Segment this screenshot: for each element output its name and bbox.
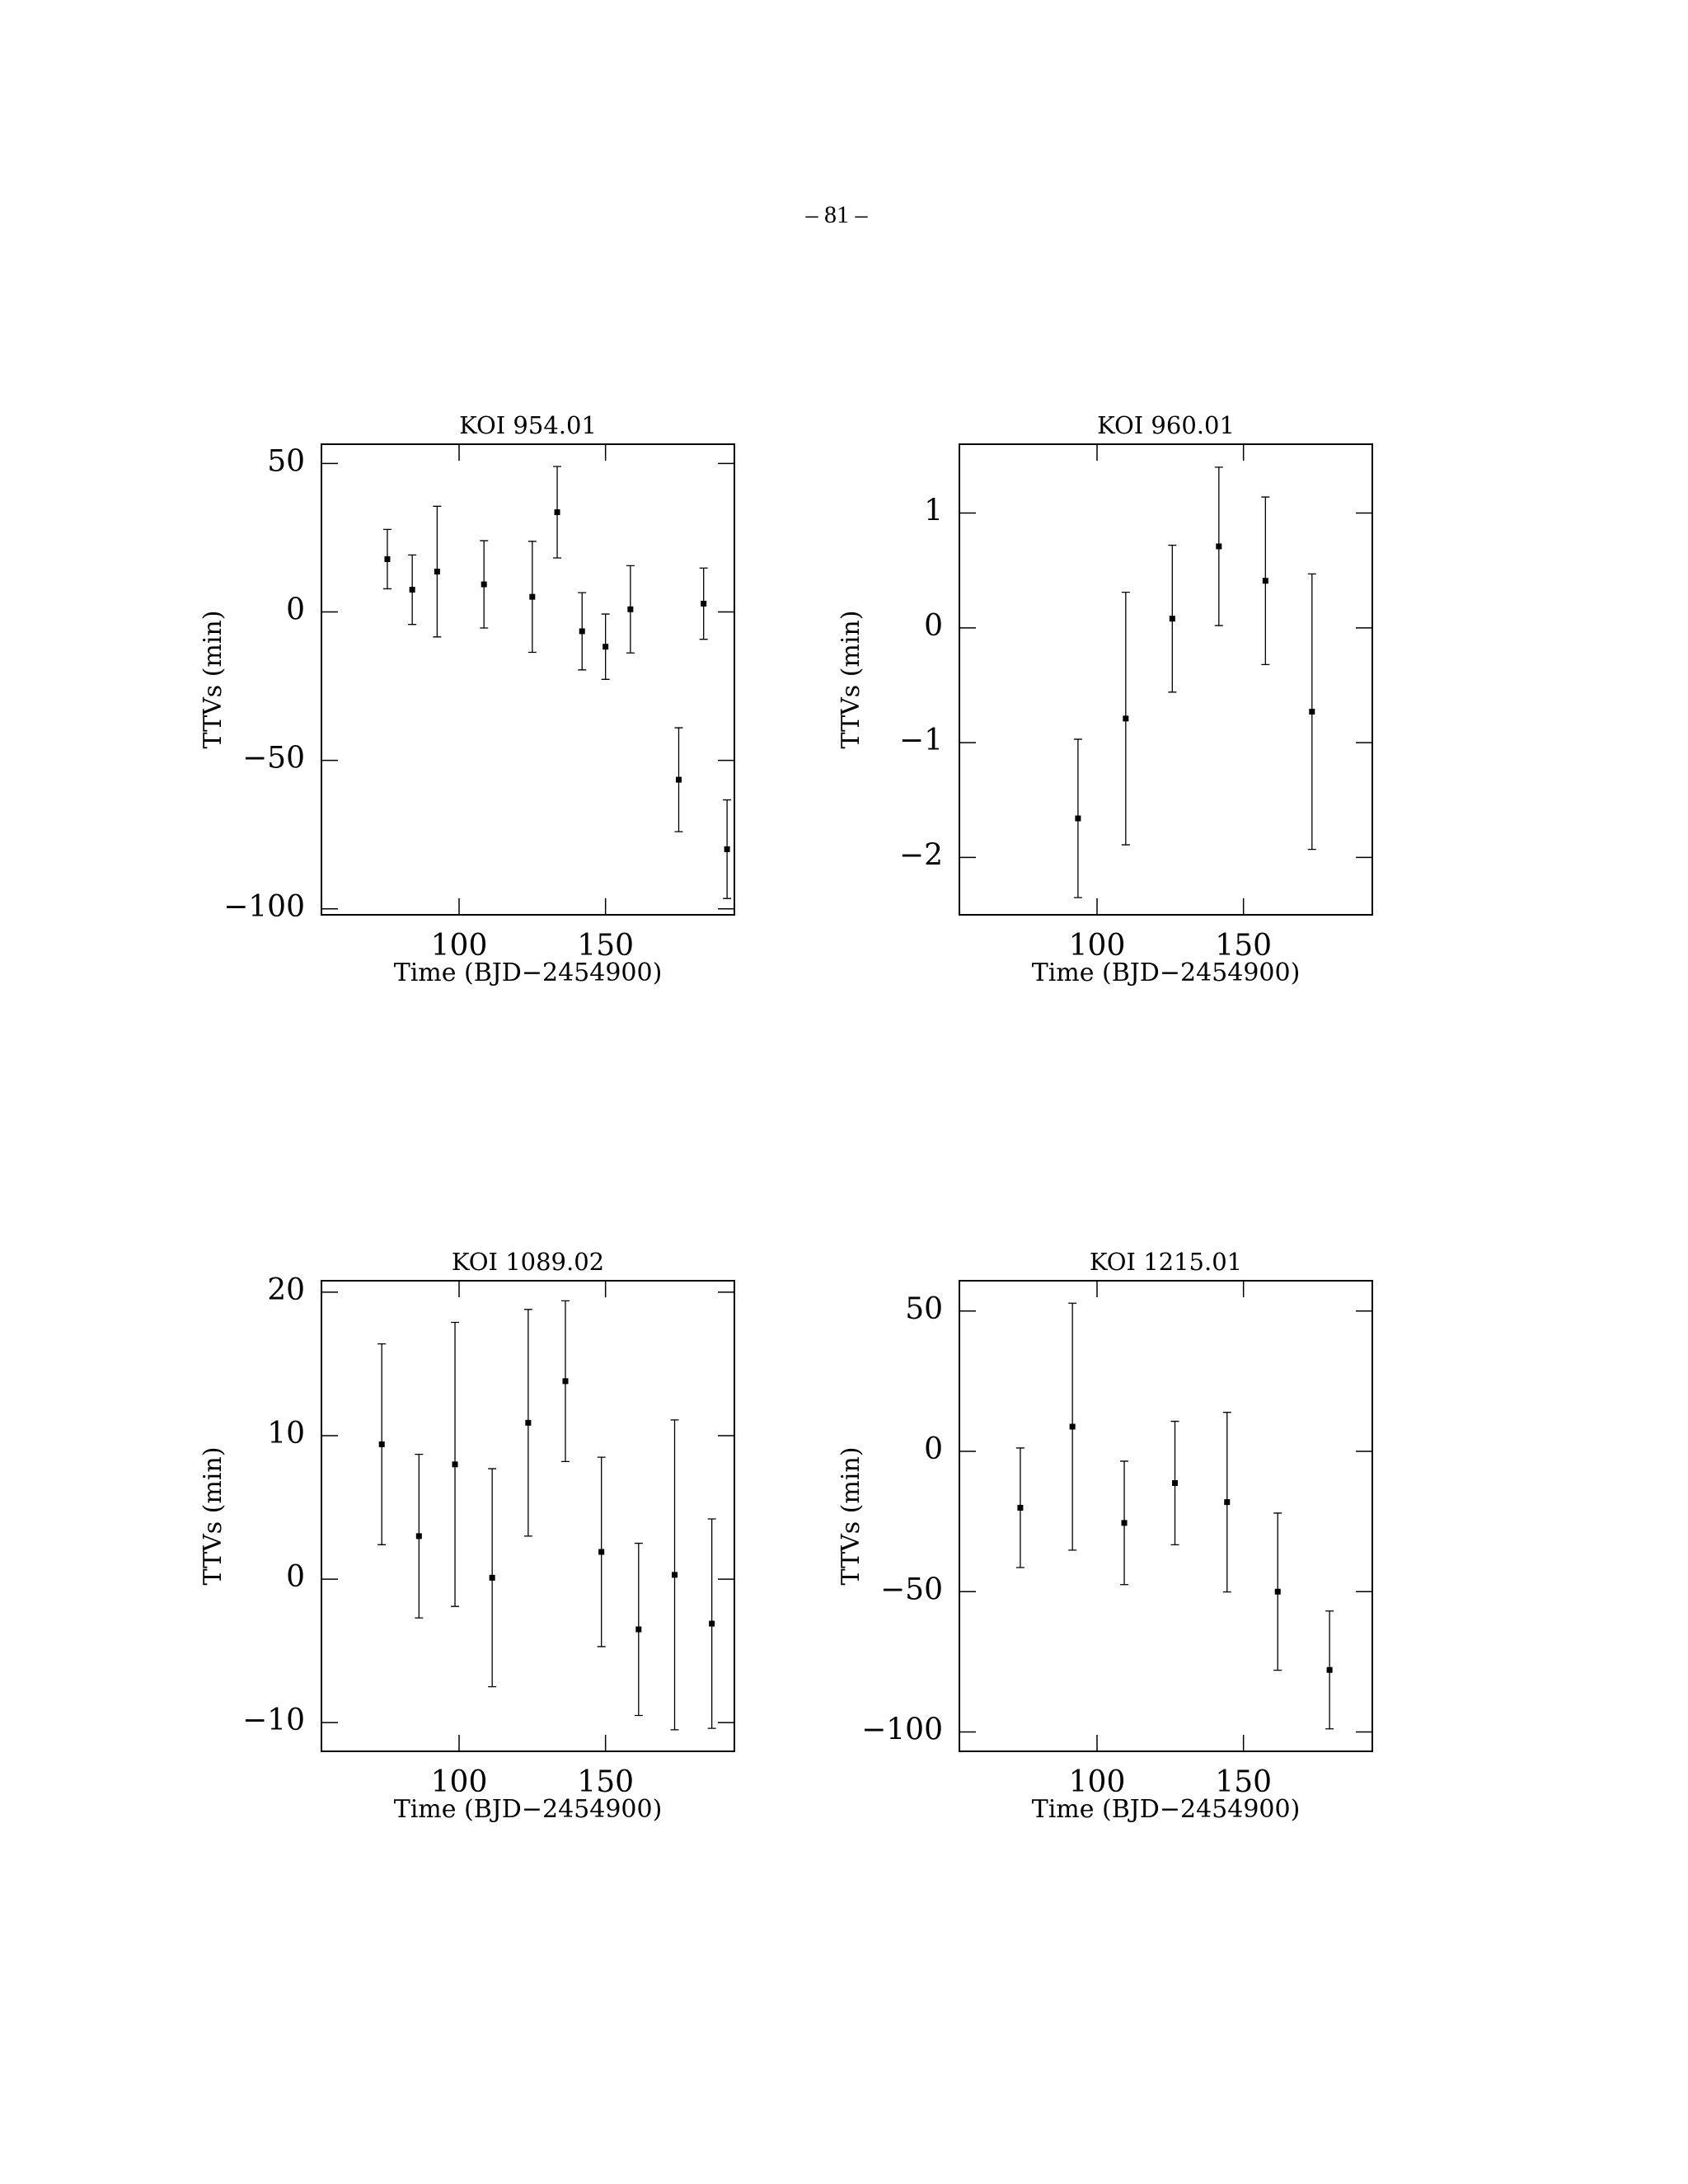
data-point bbox=[384, 555, 391, 562]
y-tick-label: 0 bbox=[924, 1432, 943, 1466]
y-tick-label: −100 bbox=[223, 890, 305, 924]
y-tick-label: 0 bbox=[286, 1560, 305, 1594]
x-tick-label: 150 bbox=[577, 929, 634, 963]
data-point bbox=[434, 569, 440, 575]
chart: KOI 1215.01 Time (BJD−2454900) TTVs (min) 1… bbox=[837, 1248, 1373, 1824]
data-point bbox=[1123, 715, 1129, 722]
data-point bbox=[598, 1549, 605, 1555]
chart-title: KOI 960.01 bbox=[1097, 411, 1235, 439]
data-point bbox=[1172, 1479, 1179, 1486]
x-axis-label: Time (BJD−2454900) bbox=[394, 1795, 663, 1824]
y-tick-label: −2 bbox=[899, 838, 943, 872]
data-point bbox=[635, 1626, 642, 1633]
x-tick-label: 100 bbox=[1069, 1765, 1126, 1799]
data-point bbox=[562, 1378, 569, 1385]
x-tick-label: 100 bbox=[1069, 929, 1126, 963]
data-point bbox=[1069, 1423, 1076, 1430]
data-point bbox=[378, 1441, 385, 1447]
y-tick-label: −100 bbox=[861, 1713, 943, 1747]
x-tick-label: 150 bbox=[1215, 929, 1272, 963]
y-tick-label: 10 bbox=[267, 1417, 305, 1451]
data-point bbox=[415, 1533, 422, 1540]
y-tick-label: 50 bbox=[267, 444, 305, 478]
data-point bbox=[1262, 578, 1268, 584]
plot-frame bbox=[959, 443, 1373, 916]
data-point bbox=[481, 581, 487, 588]
chart: KOI 954.01 Time (BJD−2454900) TTVs (min) 10… bbox=[199, 411, 735, 987]
y-tick-label: 0 bbox=[286, 593, 305, 627]
data-point bbox=[672, 1572, 678, 1578]
data-point bbox=[489, 1574, 495, 1581]
x-tick-label: 100 bbox=[431, 1765, 488, 1799]
data-point bbox=[1169, 616, 1175, 622]
data-point bbox=[1224, 1499, 1231, 1506]
y-tick-label: −1 bbox=[899, 724, 943, 757]
y-tick-label: 1 bbox=[924, 494, 943, 528]
data-point bbox=[1121, 1520, 1128, 1526]
data-point bbox=[409, 587, 415, 593]
data-point bbox=[603, 644, 609, 650]
data-point bbox=[1274, 1588, 1281, 1595]
x-tick-label: 150 bbox=[577, 1765, 634, 1799]
data-point bbox=[579, 628, 585, 635]
y-axis-label: TTVs (min) bbox=[837, 1447, 865, 1586]
data-point bbox=[525, 1419, 532, 1426]
data-point bbox=[1017, 1504, 1024, 1511]
data-point bbox=[627, 606, 634, 612]
data-point bbox=[709, 1620, 715, 1627]
y-axis-label: TTVs (min) bbox=[837, 611, 865, 749]
x-axis-label: Time (BJD−2454900) bbox=[394, 958, 663, 987]
page-number: – 81 – bbox=[805, 201, 869, 228]
chart-title: KOI 1089.02 bbox=[452, 1248, 604, 1276]
x-axis-label: Time (BJD−2454900) bbox=[1032, 958, 1301, 987]
y-tick-label: 0 bbox=[924, 609, 943, 643]
y-axis-label: TTVs (min) bbox=[199, 611, 227, 749]
x-axis-label: Time (BJD−2454900) bbox=[1032, 1795, 1301, 1824]
y-tick-label: −50 bbox=[880, 1572, 943, 1606]
data-point bbox=[1216, 543, 1222, 550]
chart: KOI 1089.02 Time (BJD−2454900) TTVs (min) 1… bbox=[199, 1248, 735, 1824]
plot-frame bbox=[321, 443, 735, 916]
x-tick-label: 100 bbox=[431, 929, 488, 963]
y-tick-label: 50 bbox=[905, 1292, 943, 1326]
plot-frame bbox=[959, 1280, 1373, 1752]
y-tick-label: −50 bbox=[242, 742, 305, 776]
data-point bbox=[724, 846, 730, 852]
y-axis-label: TTVs (min) bbox=[199, 1447, 227, 1586]
data-point bbox=[452, 1461, 458, 1468]
data-point bbox=[1326, 1666, 1333, 1673]
chart-title: KOI 954.01 bbox=[459, 411, 597, 439]
chart-title: KOI 1215.01 bbox=[1090, 1248, 1242, 1276]
data-point bbox=[1309, 708, 1315, 715]
y-tick-label: −10 bbox=[242, 1704, 305, 1737]
y-tick-label: 20 bbox=[267, 1273, 305, 1307]
data-point bbox=[675, 776, 682, 783]
data-point bbox=[554, 509, 560, 515]
data-point bbox=[1075, 815, 1081, 822]
plot-frame bbox=[321, 1280, 735, 1752]
x-tick-label: 150 bbox=[1215, 1765, 1272, 1799]
data-point bbox=[529, 593, 536, 600]
data-point bbox=[701, 600, 707, 607]
